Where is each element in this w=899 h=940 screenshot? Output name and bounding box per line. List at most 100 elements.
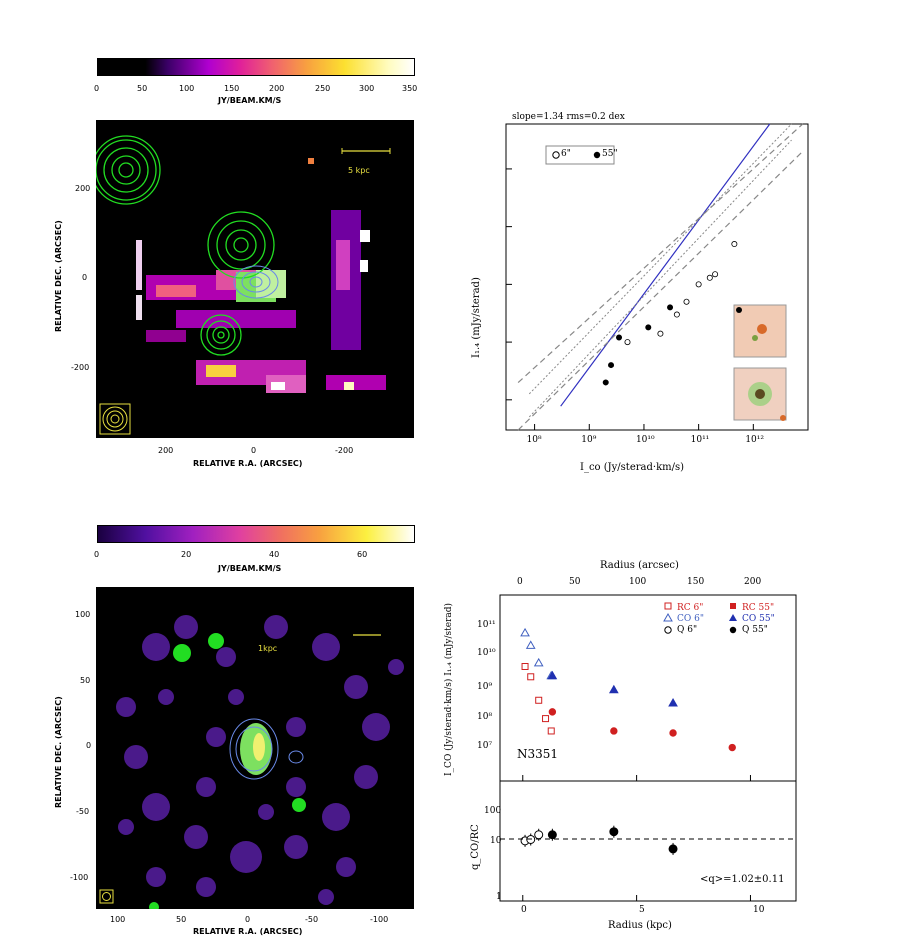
x-tick-label: 10⁸ — [527, 435, 542, 445]
ytick: 200 — [75, 184, 91, 193]
scatter-legend-box — [545, 145, 615, 165]
radial-ylabel: I_CO (Jy/sterad·km/s) I₁.₄ (mJy/sterad) — [444, 602, 454, 776]
scatter-point — [608, 362, 615, 369]
colorbar-top — [97, 58, 415, 76]
scatter-point — [624, 339, 631, 346]
q-point — [609, 827, 619, 837]
radial-point — [533, 657, 544, 667]
cbar-tick: 20 — [181, 550, 192, 559]
legend-label: 6" — [561, 149, 571, 159]
radial-point — [525, 640, 536, 649]
x-tick-label: 10⁹ — [581, 435, 596, 445]
legend-label: 55" — [602, 149, 618, 159]
scatter-point — [602, 379, 609, 386]
beam-box — [99, 403, 131, 435]
beam-icon — [102, 406, 128, 432]
ytick: 10⁷ — [477, 741, 493, 751]
radial-point — [547, 670, 558, 680]
radial-profile-plot — [499, 594, 797, 902]
map-top-xlabel: RELATIVE R.A. (ARCSEC) — [193, 459, 303, 468]
cbar-tick: 150 — [224, 84, 240, 93]
cbar-tick: 100 — [179, 84, 195, 93]
co-emission-clumps — [116, 615, 404, 905]
scatter-point — [667, 304, 674, 311]
radial-point — [669, 729, 677, 737]
rms-line — [528, 123, 792, 395]
co-emission-blobs — [136, 158, 386, 393]
map-bottom-xlabel: RELATIVE R.A. (ARCSEC) — [193, 927, 303, 936]
xtick: -200 — [335, 446, 354, 455]
rc6-icon — [664, 602, 672, 610]
rms-line — [528, 139, 792, 418]
radial-point — [548, 708, 557, 716]
radial-point — [668, 698, 678, 707]
q-point — [668, 844, 678, 854]
map-bottom-ylabel: RELATIVE DEC. (ARCSEC) — [54, 696, 63, 808]
ytick: 100 — [75, 610, 91, 619]
beam-box — [99, 889, 114, 904]
dispersion-line — [517, 150, 804, 431]
radial-point — [728, 743, 736, 752]
co-radio-map-top — [96, 120, 414, 438]
scatter-point — [712, 271, 719, 278]
xtick: 5 — [639, 905, 645, 915]
radial-point — [521, 663, 529, 671]
ytick: 0 — [86, 741, 92, 750]
xtick: 200 — [158, 446, 174, 455]
legend-label: CO 55" — [742, 614, 775, 624]
xtick: -50 — [305, 915, 319, 924]
scatter-point — [695, 281, 702, 288]
scatter-frame — [505, 123, 809, 431]
ytick: 1 — [496, 892, 502, 902]
co-radio-map-bottom — [96, 587, 414, 909]
legend-label: CO 6" — [677, 614, 704, 624]
scatter-point — [616, 334, 623, 341]
cbar-tick: 250 — [315, 84, 331, 93]
q-point — [547, 830, 557, 840]
cbar-tick: 0 — [94, 550, 100, 559]
legend-label: RC 6" — [677, 603, 704, 613]
radial-point — [520, 627, 530, 637]
top-tick: 0 — [517, 577, 523, 587]
q6-icon — [664, 626, 672, 634]
q-point — [534, 830, 544, 840]
q55-icon — [729, 626, 737, 634]
xtick: -100 — [370, 915, 389, 924]
radial-legend — [663, 602, 737, 634]
radial-top-axis-label: Radius (arcsec) — [600, 560, 679, 571]
xtick: 0 — [251, 446, 257, 455]
radial-point — [547, 727, 555, 735]
x-tick-label: 10¹² — [745, 435, 764, 445]
radial-point — [527, 673, 535, 681]
scatter-point — [645, 324, 652, 331]
xtick: 10 — [753, 905, 765, 915]
cbar-tick: 350 — [402, 84, 418, 93]
colorbar-bottom — [97, 525, 415, 543]
xtick: 100 — [110, 915, 126, 924]
xtick: 0 — [521, 905, 527, 915]
xtick: 50 — [176, 915, 187, 924]
ytick: 10¹¹ — [477, 620, 496, 630]
top-tick: 200 — [744, 577, 762, 587]
legend-label: Q 6" — [677, 625, 698, 635]
beam-icon — [102, 892, 111, 901]
scatter-point — [673, 311, 680, 318]
x-tick-label: 10¹¹ — [691, 435, 710, 445]
radial-point — [610, 727, 618, 735]
scatter-point — [731, 241, 738, 248]
scatter-title: slope=1.34 rms=0.2 dex — [512, 112, 625, 122]
colorbar-bottom-ticks: 0 20 40 60 — [94, 550, 415, 562]
cbar-tick: 50 — [137, 84, 148, 93]
legend-open-circle-icon — [552, 151, 560, 159]
galaxy-label: N3351 — [517, 747, 559, 761]
ytick: 100 — [484, 806, 502, 816]
cbar-tick: 300 — [359, 84, 375, 93]
q-point — [526, 835, 536, 845]
top-tick: 150 — [687, 577, 705, 587]
legend-filled-circle-icon — [593, 151, 601, 159]
scatter-point — [706, 274, 713, 281]
cbar-tick: 60 — [357, 550, 368, 559]
cbar-tick: 40 — [269, 550, 280, 559]
scatter-point — [657, 330, 664, 337]
ytick: 10⁸ — [477, 712, 493, 722]
